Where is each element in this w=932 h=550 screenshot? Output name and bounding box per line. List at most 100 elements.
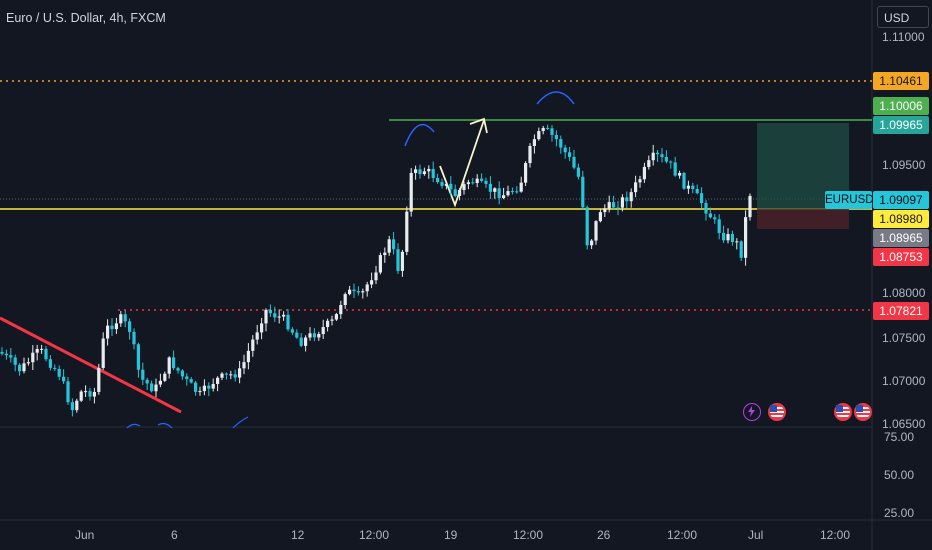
candle-body — [158, 380, 162, 385]
candle-body — [356, 291, 360, 293]
candle-body — [326, 320, 330, 328]
candle-body — [700, 193, 704, 204]
candle-body — [546, 127, 550, 129]
candle-body — [163, 373, 167, 381]
candle-body — [704, 203, 708, 214]
candle-body — [286, 314, 290, 330]
candle-body — [585, 207, 589, 246]
candle-body — [502, 195, 506, 199]
candle-body — [488, 183, 492, 192]
candle-body — [154, 384, 158, 392]
candle-body — [220, 373, 224, 378]
candle-body — [449, 183, 453, 190]
oscillator-label: 25.00 — [884, 506, 914, 520]
candle-body — [748, 195, 752, 218]
candle-body — [84, 391, 88, 393]
lightning-icon[interactable] — [743, 403, 761, 421]
candle-body — [334, 314, 338, 320]
candle-body — [717, 219, 721, 233]
candle-body — [119, 314, 123, 324]
candle-body — [70, 402, 74, 411]
candle-body — [625, 197, 629, 202]
price-label: 1.08000 — [882, 286, 926, 300]
candle-body — [216, 377, 220, 384]
candle-body — [304, 337, 308, 346]
us-flag-icon[interactable] — [854, 403, 872, 421]
candle-body — [568, 152, 572, 157]
candle-body — [427, 168, 431, 172]
candle-body — [480, 178, 484, 181]
time-label: 12:00 — [359, 528, 389, 542]
candle-body — [678, 172, 682, 176]
candle-body — [53, 367, 57, 369]
oscillator-label: 75.00 — [884, 430, 914, 444]
candle-body — [594, 221, 598, 241]
candle-body — [414, 169, 418, 173]
candle-body — [251, 339, 255, 351]
candle-body — [224, 373, 228, 375]
candle-body — [634, 182, 638, 193]
candle-body — [471, 182, 475, 184]
candle-body — [264, 309, 268, 324]
candle-body — [726, 234, 730, 241]
price-tag-orange: 1.10461 — [873, 72, 929, 90]
candle-body — [343, 294, 347, 306]
candle-body — [13, 357, 17, 365]
candle-body — [88, 391, 92, 397]
time-label: 26 — [597, 528, 611, 542]
candle-body — [735, 241, 739, 243]
candle-body — [444, 183, 448, 186]
candle-body — [66, 381, 70, 403]
candle-body — [554, 134, 558, 140]
candle-body — [370, 280, 374, 285]
candle-body — [123, 314, 127, 322]
candle-body — [431, 168, 435, 179]
candle-body — [581, 176, 585, 208]
candle-body — [378, 255, 382, 273]
candle-body — [273, 313, 277, 318]
candle-body — [620, 197, 624, 208]
candle-body — [541, 127, 545, 132]
candle-body — [35, 349, 39, 353]
candle-body — [647, 160, 651, 167]
candle-body — [515, 191, 519, 193]
candle-body — [26, 362, 30, 364]
candle-body — [40, 348, 44, 350]
candle-body — [295, 332, 299, 338]
candle-body — [691, 185, 695, 189]
us-flag-icon[interactable] — [768, 403, 786, 421]
time-label: Jun — [75, 528, 94, 542]
price-tag-green: 1.09965 — [873, 116, 929, 134]
candle-body — [497, 188, 501, 199]
candle-body — [136, 344, 140, 370]
candle-body — [629, 192, 633, 202]
candle-body — [440, 182, 444, 186]
candle-body — [506, 191, 510, 196]
candle-body — [458, 190, 462, 196]
price-tag-green: 1.10006 — [873, 97, 929, 115]
candle-body — [524, 163, 528, 183]
candle-body — [484, 180, 488, 184]
candle-body — [308, 333, 312, 338]
candle-body — [730, 234, 734, 242]
currency-button[interactable]: USD — [877, 6, 929, 28]
arc-drawing — [126, 423, 141, 429]
candle-body — [436, 178, 440, 183]
loss-zone — [757, 209, 849, 229]
candle-body — [238, 368, 242, 378]
candle-body — [453, 189, 457, 196]
us-flag-icon[interactable] — [834, 403, 852, 421]
candle-body — [405, 211, 409, 252]
candle-body — [167, 357, 171, 374]
candle-body — [572, 156, 576, 168]
candle-body — [616, 207, 620, 209]
candle-body — [466, 182, 470, 185]
time-label: 6 — [171, 528, 178, 542]
candle-body — [75, 400, 79, 411]
candle-body — [682, 172, 686, 189]
time-label: 12:00 — [820, 528, 850, 542]
candle-body — [180, 370, 184, 377]
candle-body — [462, 184, 466, 191]
candle-body — [713, 217, 717, 220]
